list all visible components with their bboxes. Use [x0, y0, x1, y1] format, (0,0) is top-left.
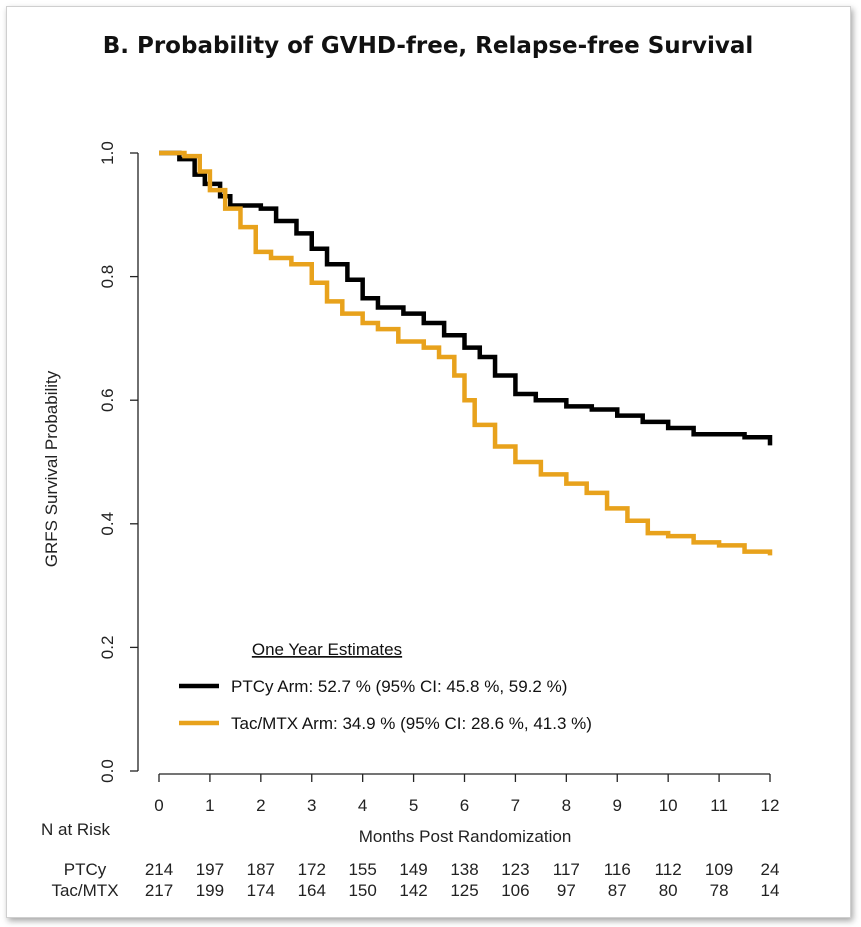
y-tick-label: 0.2 — [98, 636, 117, 660]
x-tick-label: 9 — [613, 796, 622, 815]
risk-cell: 123 — [501, 860, 529, 879]
risk-cell: 150 — [348, 881, 376, 900]
risk-cell: 217 — [145, 881, 173, 900]
chart-title: B. Probability of GVHD-free, Relapse-fre… — [103, 33, 754, 59]
risk-cell: 197 — [196, 860, 224, 879]
risk-cell: 125 — [450, 881, 478, 900]
y-tick-label: 1.0 — [98, 141, 117, 165]
risk-cell: 172 — [298, 860, 326, 879]
x-tick-label: 11 — [710, 796, 728, 815]
risk-table-heading: N at Risk — [41, 820, 110, 839]
y-tick-label: 0.0 — [98, 759, 117, 783]
risk-cell: 164 — [298, 881, 326, 900]
x-tick-label: 12 — [761, 796, 780, 815]
risk-cell: 142 — [399, 881, 427, 900]
x-tick-label: 2 — [256, 796, 265, 815]
risk-cell: 199 — [196, 881, 224, 900]
risk-cell: 117 — [553, 860, 580, 879]
y-axis-label: GRFS Survival Probability — [42, 370, 61, 567]
risk-cell: 24 — [761, 860, 780, 879]
series-line-tacmtx — [159, 150, 773, 556]
risk-row-label: PTCy — [64, 860, 107, 879]
risk-table: N at Risk PTCy 214 197 187 172 155 149 138 123 117… — [41, 820, 779, 900]
x-tick-label: 4 — [358, 796, 367, 815]
risk-cell: 174 — [247, 881, 275, 900]
risk-cell: 109 — [705, 860, 733, 879]
series-line-ptcy — [159, 150, 773, 446]
risk-cell: 187 — [247, 860, 275, 879]
risk-cell: 138 — [450, 860, 478, 879]
risk-cell: 78 — [710, 881, 729, 900]
plot-area: 0.00.20.40.60.81.00 1 2 3 4 5 6 7 8 9 10 11 12 — [98, 141, 779, 815]
x-axis-label: Months Post Randomization — [359, 827, 572, 846]
x-tick-label: 8 — [562, 796, 571, 815]
risk-cell: 155 — [348, 860, 376, 879]
legend-heading: One Year Estimates — [252, 640, 402, 659]
risk-cell: 97 — [557, 881, 576, 900]
risk-cell: 80 — [659, 881, 678, 900]
y-tick-label: 0.8 — [98, 265, 117, 289]
risk-cell: 87 — [608, 881, 627, 900]
y-tick-label: 0.6 — [98, 388, 117, 412]
risk-cell: 106 — [501, 881, 529, 900]
x-tick-label: 7 — [511, 796, 520, 815]
y-tick-label: 0.4 — [98, 512, 117, 536]
risk-cell: 149 — [399, 860, 427, 879]
legend-entry: PTCy Arm: 52.7 % (95% CI: 45.8 %, 59.2 %… — [231, 677, 567, 696]
legend-entry: Tac/MTX Arm: 34.9 % (95% CI: 28.6 %, 41.… — [231, 714, 592, 733]
figure-frame: B. Probability of GVHD-free, Relapse-fre… — [6, 6, 851, 918]
risk-row-label: Tac/MTX — [51, 881, 118, 900]
risk-cell: 14 — [761, 881, 780, 900]
x-tick-label: 10 — [659, 796, 678, 815]
x-tick-label: 0 — [154, 796, 163, 815]
risk-cell: 112 — [655, 860, 682, 879]
x-tick-label: 3 — [307, 796, 316, 815]
x-tick-label: 1 — [205, 796, 214, 815]
legend: One Year Estimates PTCy Arm: 52.7 % (95% … — [179, 640, 592, 733]
chart-svg: B. Probability of GVHD-free, Relapse-fre… — [41, 33, 779, 900]
risk-cell: 116 — [604, 860, 631, 879]
risk-cell: 214 — [145, 860, 173, 879]
x-tick-label: 5 — [409, 796, 418, 815]
x-tick-label: 6 — [460, 796, 469, 815]
